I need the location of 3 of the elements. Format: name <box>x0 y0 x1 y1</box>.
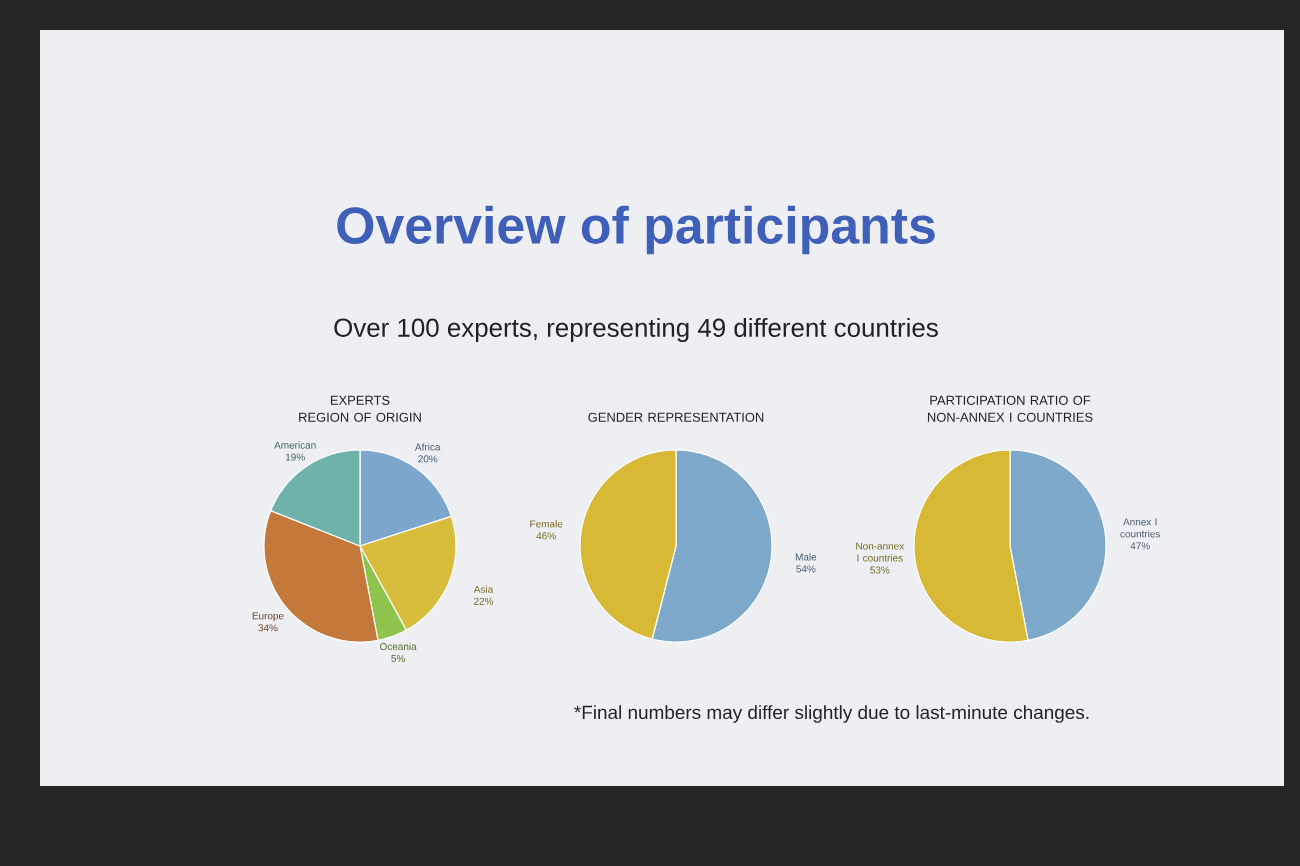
text: Over 100 experts, representing 49 different countries <box>334 317 938 343</box>
text: *Final numbers may differ slightly due to last-minute changes. <box>574 705 1089 723</box>
text: Overview of participants <box>337 205 935 255</box>
